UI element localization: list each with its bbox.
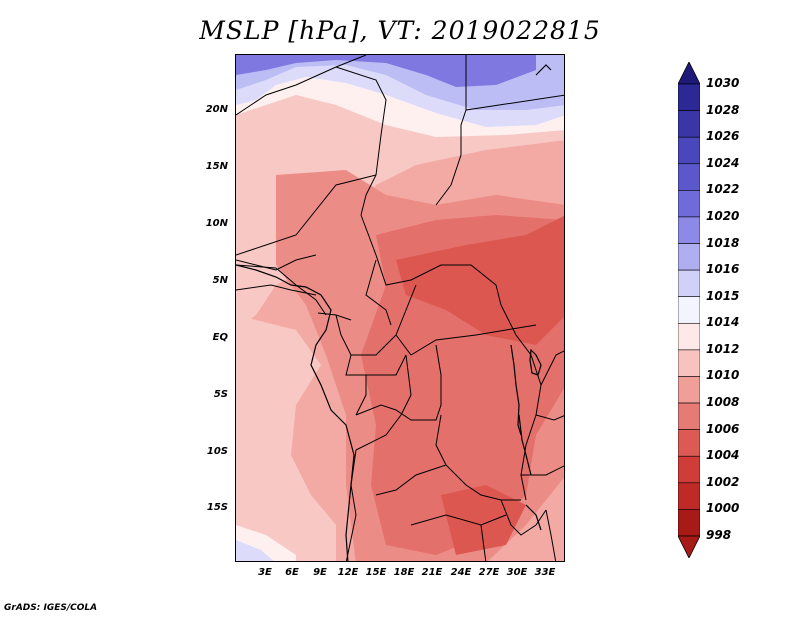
lat-label-5n: 5N xyxy=(212,275,228,286)
colorbar-label: 1026 xyxy=(706,129,740,144)
colorbar-label: 1024 xyxy=(706,155,740,170)
colorbar-top-arrow xyxy=(678,62,700,85)
colorbar xyxy=(678,62,700,558)
lon-label-21e: 21E xyxy=(421,567,443,578)
colorbar-segment xyxy=(678,110,700,138)
colorbar-segment xyxy=(678,190,700,218)
colorbar-segment xyxy=(678,163,700,191)
lon-label-12e: 12E xyxy=(337,567,359,578)
colorbar-label: 1014 xyxy=(706,315,740,330)
colorbar-label: 1028 xyxy=(706,102,740,117)
field-1004-south xyxy=(441,485,526,555)
colorbar-label: 1000 xyxy=(706,501,740,516)
field-1015-sw xyxy=(236,540,274,561)
map-title: MSLP [hPa], VT: 2019022815 xyxy=(199,16,601,45)
colorbar-label: 1012 xyxy=(706,341,740,356)
colorbar-segment xyxy=(678,429,700,457)
lon-label-24e: 24E xyxy=(450,567,472,578)
coastlines xyxy=(236,64,552,561)
lon-label-15e: 15E xyxy=(365,567,387,578)
colorbar-label: 1018 xyxy=(706,235,740,250)
colorbar-segment xyxy=(678,243,700,271)
pressure-field xyxy=(236,55,564,561)
colorbar-segment xyxy=(678,136,700,165)
grads-credit: GrADS: IGES/COLA xyxy=(4,603,98,613)
colorbar-segment xyxy=(678,269,700,298)
country-boundaries xyxy=(236,55,564,561)
colorbar-label: 1030 xyxy=(706,76,740,90)
lon-label-18e: 18E xyxy=(393,567,415,578)
colorbar-label: 1004 xyxy=(706,448,740,463)
lat-label-eq: EQ xyxy=(212,332,228,343)
colorbar-segment xyxy=(678,509,700,537)
colorbar-label: 1022 xyxy=(706,182,740,197)
lon-label-3e: 3E xyxy=(258,567,272,578)
colorbar-label: 1010 xyxy=(706,368,740,383)
colorbar-segment xyxy=(678,402,700,430)
colorbar-segment xyxy=(678,455,700,484)
colorbar-segment xyxy=(678,322,700,351)
lat-label-15s: 15S xyxy=(206,502,228,513)
lat-label-10s: 10S xyxy=(206,446,228,457)
colorbar-label: 1006 xyxy=(706,421,740,436)
lon-label-30e: 30E xyxy=(506,567,528,578)
lat-label-10n: 10N xyxy=(205,218,228,229)
colorbar-segment xyxy=(678,349,700,377)
colorbar-bottom-arrow xyxy=(678,535,700,558)
colorbar-label: 1015 xyxy=(706,288,740,303)
lon-label-27e: 27E xyxy=(478,567,500,578)
colorbar-segment xyxy=(678,482,700,510)
colorbar-label: 1008 xyxy=(706,395,740,410)
pressure-map xyxy=(235,54,565,562)
lon-label-6e: 6E xyxy=(285,567,299,578)
lat-label-15n: 15N xyxy=(205,161,228,172)
field-1012-west xyxy=(236,315,336,561)
colorbar-label: 998 xyxy=(706,528,732,542)
colorbar-label: 1016 xyxy=(706,262,740,277)
colorbar-segment xyxy=(678,216,700,244)
lon-label-33e: 33E xyxy=(534,567,556,578)
colorbar-label: 1020 xyxy=(706,208,740,223)
colorbar-segment xyxy=(678,376,700,404)
lat-label-20n: 20N xyxy=(205,104,228,115)
lon-label-9e: 9E xyxy=(313,567,327,578)
lat-label-5s: 5S xyxy=(213,389,228,400)
colorbar-segment xyxy=(678,296,700,324)
field-1004-north xyxy=(396,216,564,345)
colorbar-segment xyxy=(678,83,700,111)
field-1020 xyxy=(236,55,536,87)
colorbar-label: 1002 xyxy=(706,474,740,489)
